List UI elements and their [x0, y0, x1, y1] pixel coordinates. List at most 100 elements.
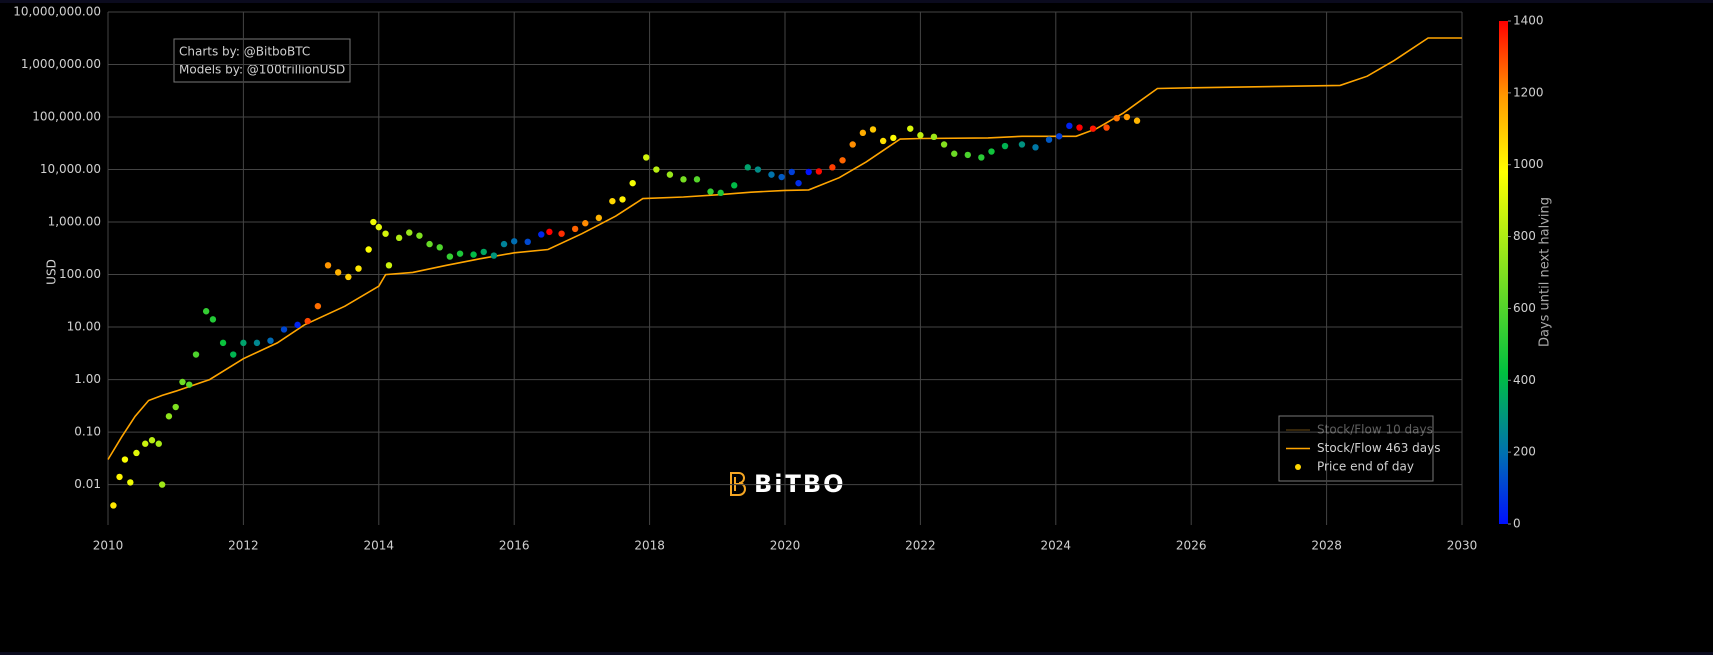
- price-point: [571, 225, 579, 233]
- colorbar-tick-label: 1000: [1513, 157, 1544, 171]
- price-point: [186, 381, 193, 388]
- legend-symbol: [1295, 464, 1301, 470]
- annotation-text: Charts by: @BitboBTC: [179, 45, 310, 59]
- watermark: BiTBO: [730, 470, 846, 498]
- model-line: [107, 37, 1462, 460]
- price-point: [511, 238, 518, 245]
- annotation-box: [173, 38, 351, 83]
- price-point: [490, 252, 498, 259]
- price-point: [629, 179, 636, 187]
- y-tick-label: 1,000.00: [48, 215, 101, 229]
- legend-label: Price end of day: [1317, 460, 1414, 474]
- colorbar: [1499, 21, 1508, 524]
- price-point: [355, 265, 362, 272]
- x-tick-label: 2010: [93, 539, 124, 553]
- y-tick-label: 0.01: [74, 477, 101, 491]
- price-point: [456, 250, 464, 257]
- price-point: [829, 164, 836, 171]
- colorbar-tick-label: 400: [1513, 373, 1536, 387]
- price-point: [558, 230, 565, 237]
- price-point: [940, 141, 948, 148]
- annotation-text: Models by: @100trillionUSD: [179, 63, 345, 77]
- price-point: [416, 232, 423, 239]
- legend-label: Stock/Flow 463 days: [1317, 441, 1441, 455]
- price-point: [538, 231, 545, 238]
- price-point: [370, 218, 377, 226]
- price-point: [294, 321, 301, 329]
- colorbar-tick-label: 0: [1513, 517, 1521, 531]
- colorbar-tick-label: 200: [1513, 445, 1536, 459]
- y-tick-label: 10,000,000.00: [13, 5, 101, 19]
- price-point: [731, 182, 738, 189]
- colorbar-tick-label: 800: [1513, 229, 1536, 243]
- y-tick-label: 0.10: [74, 425, 101, 439]
- price-point: [1113, 114, 1120, 122]
- price-point: [988, 148, 995, 155]
- x-tick-label: 2028: [1311, 539, 1342, 553]
- price-point: [148, 437, 156, 444]
- x-tick-label: 2024: [1041, 539, 1072, 553]
- price-point: [951, 150, 958, 157]
- price-point: [110, 502, 117, 509]
- price-point: [219, 339, 227, 347]
- price-point: [142, 440, 149, 447]
- price-point: [964, 151, 971, 159]
- price-point: [426, 240, 433, 248]
- price-point: [127, 479, 134, 486]
- price-point: [155, 440, 162, 447]
- price-point: [524, 238, 531, 246]
- price-point: [582, 220, 589, 227]
- price-point: [165, 413, 173, 420]
- x-tick-label: 2018: [634, 539, 665, 553]
- colorbar-tick-label: 1200: [1513, 85, 1544, 99]
- price-point: [172, 403, 179, 411]
- y-tick-label: 100.00: [59, 267, 101, 281]
- price-point: [707, 188, 714, 195]
- watermark-text: BiTBO: [754, 470, 846, 498]
- price-point: [1001, 142, 1009, 150]
- price-point: [334, 269, 342, 276]
- price-point: [395, 234, 403, 242]
- price-point: [116, 473, 123, 481]
- price-point: [192, 351, 200, 358]
- price-point: [304, 317, 311, 325]
- price-point: [666, 171, 674, 178]
- price-point: [253, 339, 261, 347]
- price-point: [133, 449, 140, 457]
- price-point: [805, 168, 812, 176]
- legend-label: Stock/Flow 10 days: [1317, 423, 1433, 437]
- price-point: [653, 166, 660, 173]
- price-point: [375, 223, 382, 231]
- price-point: [314, 302, 322, 310]
- price-point: [717, 189, 724, 197]
- price-point: [917, 132, 924, 139]
- price-point: [1032, 144, 1039, 151]
- price-point: [595, 214, 603, 222]
- price-point: [768, 171, 775, 178]
- price-point: [480, 248, 487, 256]
- price-point: [869, 126, 877, 133]
- watermark-icon: [730, 472, 746, 496]
- price-point: [240, 339, 247, 347]
- price-point: [859, 129, 867, 137]
- price-point: [693, 176, 701, 183]
- price-point: [470, 251, 477, 258]
- price-point: [446, 253, 454, 260]
- x-tick-label: 2016: [499, 539, 530, 553]
- price-point: [209, 316, 217, 323]
- price-point: [839, 157, 846, 164]
- price-point: [890, 134, 897, 142]
- price-point: [1066, 122, 1073, 130]
- price-point: [1089, 125, 1097, 132]
- price-point: [778, 173, 785, 181]
- x-tick-label: 2012: [228, 539, 259, 553]
- price-point: [1055, 133, 1063, 140]
- y-tick-label: 1.00: [74, 372, 101, 386]
- colorbar-tick-label: 600: [1513, 301, 1536, 315]
- price-point: [744, 164, 751, 171]
- price-point: [849, 141, 856, 148]
- price-point: [179, 378, 186, 386]
- price-point: [202, 308, 210, 315]
- price-point: [158, 481, 166, 488]
